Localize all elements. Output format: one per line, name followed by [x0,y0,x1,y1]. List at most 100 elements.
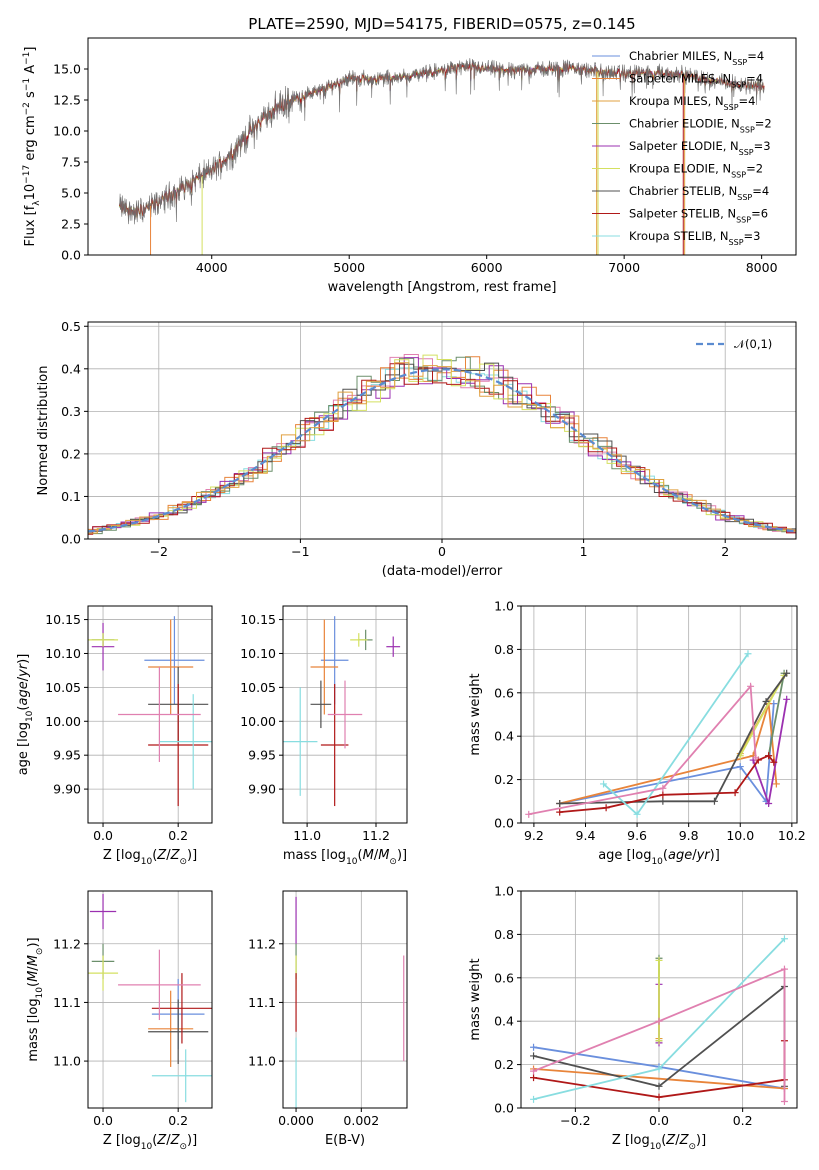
y-axis-label: Normed distribution [36,366,51,496]
errorbar-group [88,893,212,1103]
mass-weight-marker [747,682,755,690]
y-tick-label: 0.0 [61,248,81,263]
mass-vs-extinction-panel: 0.000 0.002 11.0 11.1 11.2 E(B-V) [248,890,408,1148]
y-tick-label: 10.0 [53,124,81,139]
y-tick-label: 9.90 [248,782,276,797]
mass-weight-marker [731,789,739,797]
y-tick-label: 0.0 [494,816,514,831]
y-tick-label: 15.0 [53,62,81,77]
legend-entry: Salpeter MILES, NSSP=4 [629,72,763,90]
x-tick-label: −1 [291,544,309,559]
legend-entry: Chabrier ELODIE, NSSP=2 [629,117,772,135]
x-axis-label: Z [log10(Z/Z⊙)] [103,1133,197,1152]
x-axis-label: mass [log10(M/M⊙)] [283,848,407,867]
mass-weight-vs-metallicity-panel: −0.2 0.0 0.2 0.0 0.2 0.4 0.6 0.8 1.0 Z [log10(Z/Z… [468,884,798,1152]
y-axis-label: mass weight [468,958,483,1040]
mass-weight-line [767,673,785,756]
y-tick-label: 11.1 [53,995,81,1010]
y-tick-label: 10.15 [240,612,276,627]
histogram-group [88,354,796,536]
y-tick-label: 2.5 [61,217,81,232]
mass-weight-marker [530,1067,538,1075]
mass-weight-marker [783,669,791,677]
y-axis-label: mass weight [468,673,483,755]
mass-weight-marker [710,797,718,805]
axes-frame [282,890,408,1109]
y-tick-label: 0.3 [61,404,81,419]
legend-subscript: SSP [732,58,747,67]
legend-entry: Salpeter STELIB, NSSP=6 [629,207,768,225]
y-tick-label: 0.5 [61,319,81,334]
residual-histogram [88,362,796,534]
legend-entry: 𝒩(0,1) [734,337,772,351]
axes-frame [520,890,798,1109]
legend-entry: Kroupa MILES, NSSP=4 [629,94,755,112]
mass-weight-marker [659,791,667,799]
mass-weight-marker [556,808,564,816]
y-tick-label: 12.5 [53,93,81,108]
line-group [530,935,788,1105]
legend-count: =4 [747,49,764,63]
y-tick-label: 9.95 [248,748,276,763]
legend-subscript: SSP [731,170,746,179]
x-tick-label: 0.002 [343,1113,379,1128]
x-axis-label: Z [log10(Z/Z⊙)] [103,848,197,867]
mass-weight-marker [780,965,788,973]
x-tick-label: 9.2 [524,828,544,843]
x-tick-label: 0.0 [649,1113,669,1128]
y-tick-label: 0.4 [61,361,81,376]
x-tick-label: 0.2 [168,828,188,843]
x-tick-label: 10.2 [778,828,806,843]
y-tick-label: 11.1 [248,995,276,1010]
mass-weight-marker [600,780,608,788]
residual-histogram [88,357,796,533]
x-tick-label: 7000 [608,260,640,275]
legend-count: =2 [755,117,772,131]
mass-weight-vs-age-panel: 9.2 9.4 9.6 9.8 10.0 10.2 0.0 0.2 0.4 0.6 0.8 1.0 ag… [468,599,806,868]
mass-weight-line [533,967,786,1102]
legend-count: =4 [752,184,769,198]
y-tick-label: 0.0 [61,532,81,547]
y-tick-label: 10.10 [240,646,276,661]
mass-weight-marker [525,810,533,818]
legend-subscript: SSP [724,103,739,112]
x-tick-label: 0.0 [93,1113,113,1128]
legend-subscript: SSP [739,148,754,157]
mass-weight-marker [556,799,564,807]
mass-weight-marker [765,752,773,760]
y-tick-label: 0.8 [494,927,514,942]
y-tick-label: 5.0 [61,186,81,201]
y-tick-label: 11.0 [248,1054,276,1069]
x-tick-label: 11.0 [293,828,321,843]
errorbar-group [295,896,405,1108]
x-tick-label: 1 [580,544,588,559]
y-tick-label: 0.1 [61,489,81,504]
normal-distribution-curve [88,368,796,533]
x-tick-label: 9.6 [627,828,647,843]
y-tick-label: 11.0 [53,1054,81,1069]
legend-count: =2 [746,162,763,176]
axes-frame [520,605,798,824]
mass-weight-marker [736,763,744,771]
line-group [525,650,791,818]
mass-weight-marker [530,1043,538,1051]
axes-frame [87,321,797,540]
x-tick-label: 9.4 [576,828,596,843]
y-tick-label: 11.2 [248,936,276,951]
mass-weight-marker [655,1017,663,1025]
mass-weight-marker [655,1065,663,1073]
y-tick-label: 9.95 [53,748,81,763]
x-axis-label: E(B-V) [325,1133,365,1148]
y-tick-label: 10.00 [45,714,81,729]
x-tick-label: −0.2 [560,1113,590,1128]
y-tick-label: 0.4 [494,1014,514,1029]
legend-name: Salpeter MILES, N [629,72,731,86]
mass-weight-marker [659,797,667,805]
legend-subscript: SSP [729,238,744,247]
y-tick-label: 10.10 [45,646,81,661]
x-axis-label: (data-model)/error [382,564,503,579]
mass-weight-marker [655,956,663,964]
x-tick-label: 0 [438,544,446,559]
mass-weight-marker [765,799,773,807]
legend-subscript: SSP [731,80,746,89]
